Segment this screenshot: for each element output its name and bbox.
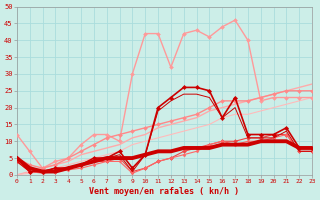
X-axis label: Vent moyen/en rafales ( kn/h ): Vent moyen/en rafales ( kn/h ) — [90, 187, 239, 196]
